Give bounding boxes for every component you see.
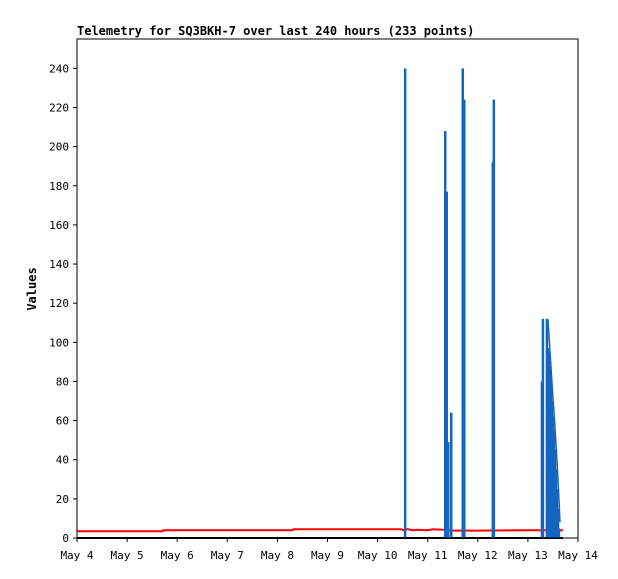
x-tick-label: May 7 [211, 549, 244, 562]
chart-title: Telemetry for SQ3BKH-7 over last 240 hou… [77, 24, 474, 38]
y-axis: 0 20 40 60 80 100 120 140 160 180 200 220 240 [49, 62, 77, 545]
y-tick-label: 120 [49, 297, 69, 310]
y-tick-label: 40 [56, 454, 69, 467]
x-tick-label: May 5 [111, 549, 144, 562]
x-tick-label: May 11 [408, 549, 448, 562]
y-tick-label: 60 [56, 415, 69, 428]
y-tick-label: 240 [49, 62, 69, 75]
x-tick-label: May 4 [60, 549, 93, 562]
series-2-line [547, 318, 561, 523]
y-tick-label: 140 [49, 258, 69, 271]
y-axis-label: Values [25, 267, 39, 310]
y-tick-label: 160 [49, 219, 69, 232]
y-tick-label: 200 [49, 141, 69, 154]
x-tick-label: May 10 [358, 549, 398, 562]
x-tick-label: May 13 [508, 549, 548, 562]
x-tick-label: May 12 [458, 549, 498, 562]
series-0-line [77, 528, 563, 533]
plot-content [77, 68, 563, 539]
x-tick-label: May 14 [558, 549, 598, 562]
y-tick-label: 100 [49, 336, 69, 349]
y-tick-label: 80 [56, 375, 69, 388]
x-tick-label: May 8 [261, 549, 294, 562]
y-tick-label: 20 [56, 493, 69, 506]
y-tick-label: 180 [49, 180, 69, 193]
y-tick-label: 220 [49, 101, 69, 114]
x-tick-label: May 6 [161, 549, 194, 562]
x-tick-label: May 9 [311, 549, 344, 562]
x-axis: May 4 May 5 May 6 May 7 May 8 May 9 May 10 May … [60, 538, 598, 562]
y-tick-label: 0 [62, 532, 69, 545]
